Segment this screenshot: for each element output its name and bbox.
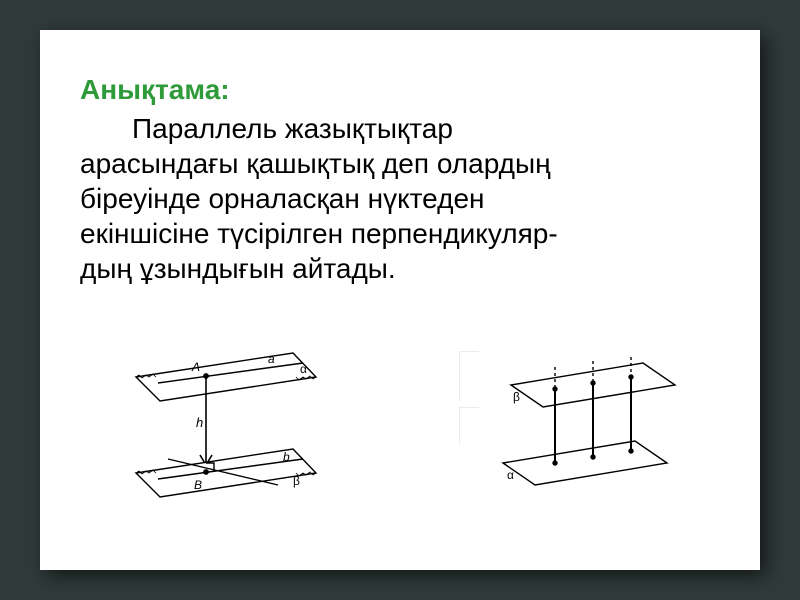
slide: Анықтама: Параллель жазықтықтар арасында… bbox=[40, 30, 760, 570]
label-a: a bbox=[268, 352, 275, 366]
definition-body: Параллель жазықтықтар арасындағы қашықты… bbox=[80, 111, 720, 286]
label-h: h bbox=[196, 415, 203, 430]
figure-three-perpendiculars-svg: β α bbox=[483, 345, 683, 495]
ghost-box-2 bbox=[459, 407, 479, 445]
body-line-1: арасындағы қашықтық деп олардың bbox=[80, 148, 551, 179]
ghost-box-1 bbox=[459, 351, 479, 401]
definition-heading: Анықтама: bbox=[80, 72, 720, 107]
figure-perpendicular: A a α h B b β bbox=[118, 335, 328, 510]
label-beta: β bbox=[293, 474, 300, 488]
label-b: b bbox=[283, 450, 290, 464]
label-beta-2: β bbox=[513, 390, 520, 404]
figure-three-perpendiculars: β α bbox=[483, 345, 683, 500]
body-line-3: екіншісіне түсірілген перпендикуляр- bbox=[80, 218, 558, 249]
figure-perpendicular-svg: A a α h B b β bbox=[118, 335, 328, 505]
body-line-4: дың ұзындығын айтады. bbox=[80, 253, 396, 284]
label-alpha-2: α bbox=[507, 468, 514, 482]
body-line-2: біреуінде орналасқан нүктеден bbox=[80, 183, 484, 214]
figures-row: A a α h B b β bbox=[40, 335, 760, 510]
label-A: A bbox=[191, 360, 200, 374]
body-line-0: Параллель жазықтықтар bbox=[132, 113, 453, 144]
label-alpha: α bbox=[300, 362, 307, 376]
label-B: B bbox=[194, 478, 202, 492]
